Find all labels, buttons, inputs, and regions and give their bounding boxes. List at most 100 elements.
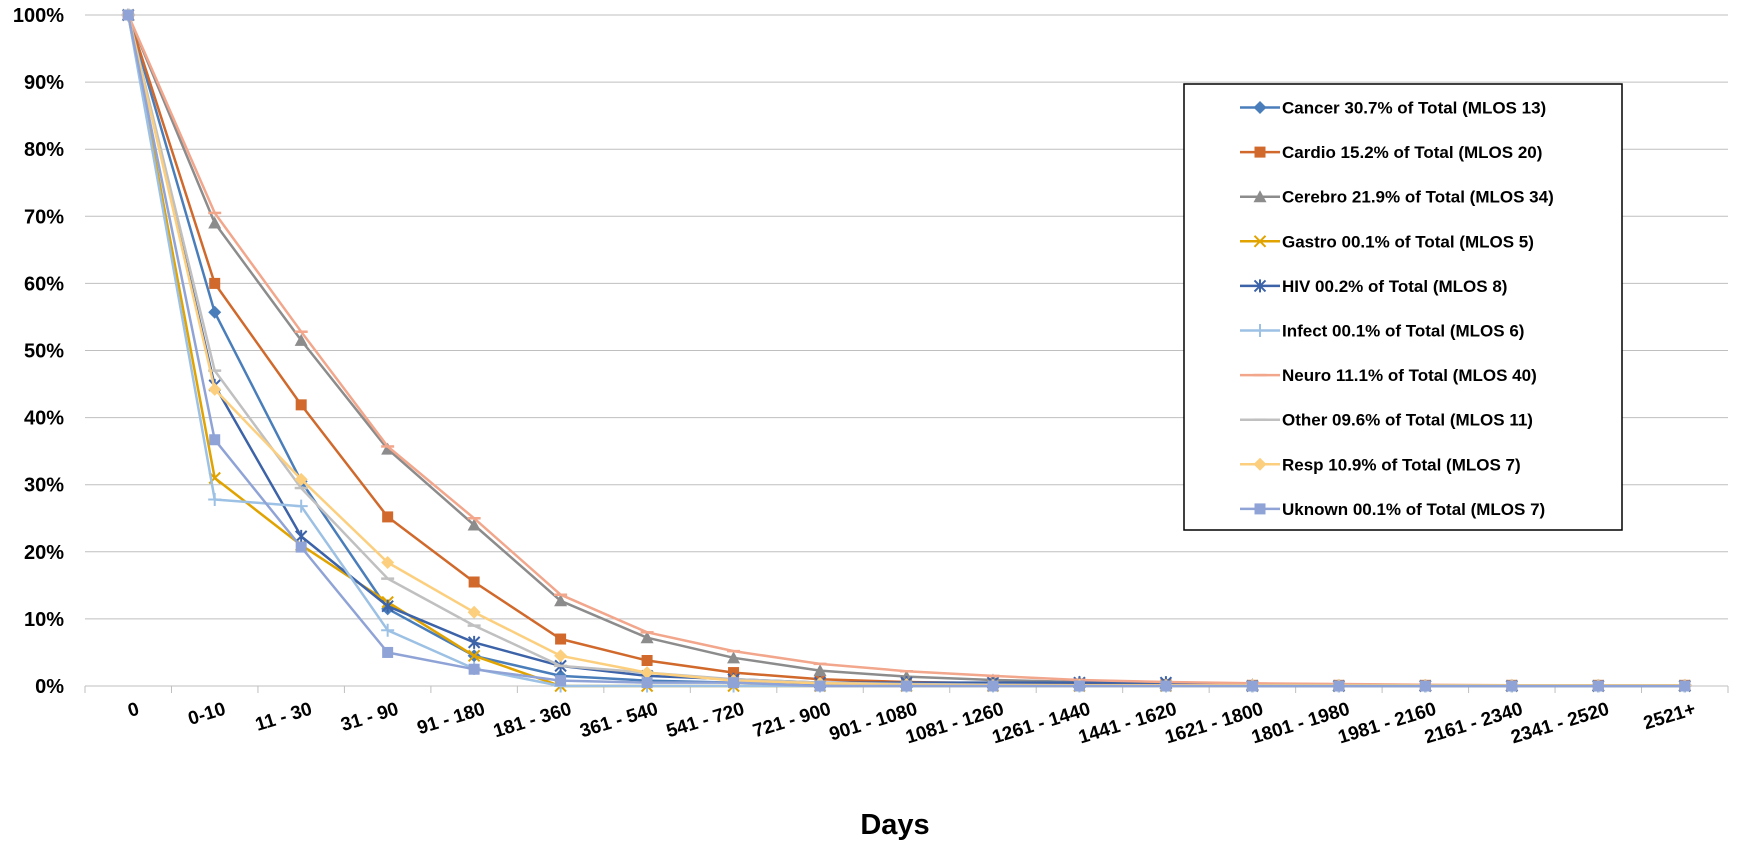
data-point	[1246, 680, 1258, 692]
data-point	[640, 666, 654, 680]
data-point	[555, 675, 567, 687]
data-point	[294, 333, 308, 346]
legend-item: Gastro 00.1% of Total (MLOS 5)	[1240, 232, 1534, 251]
data-point	[555, 633, 567, 645]
data-point	[295, 399, 307, 411]
legend-label: Neuro 11.1% of Total (MLOS 40)	[1282, 366, 1537, 385]
data-point	[467, 605, 481, 619]
data-point	[987, 680, 999, 692]
legend-label: Infect 00.1% of Total (MLOS 6)	[1282, 322, 1524, 341]
data-point	[1592, 680, 1604, 692]
data-point	[467, 635, 481, 649]
data-point	[382, 646, 394, 658]
data-point	[208, 305, 222, 319]
legend-item: Resp 10.9% of Total (MLOS 7)	[1240, 455, 1521, 474]
x-tick-label: 1981 - 2160	[1336, 699, 1439, 749]
data-point	[1253, 101, 1267, 114]
data-point	[1333, 680, 1345, 692]
data-point	[814, 680, 826, 692]
legend-item: Cancer 30.7% of Total (MLOS 13)	[1240, 99, 1546, 118]
data-point	[122, 9, 134, 21]
x-tick-label: 1801 - 1980	[1249, 699, 1352, 749]
x-tick-label: 2341 - 2520	[1509, 699, 1612, 749]
data-point	[208, 382, 222, 396]
x-tick-label: 1081 - 1260	[903, 699, 1006, 749]
legend: Cancer 30.7% of Total (MLOS 13) Cardio 15…	[1183, 83, 1623, 531]
x-tick-label: 11 - 30	[253, 699, 315, 736]
data-point	[1253, 190, 1267, 203]
data-point	[1073, 680, 1085, 692]
legend-box	[1183, 83, 1623, 531]
data-point	[467, 518, 481, 531]
data-point	[1679, 680, 1691, 692]
legend-item: Infect 00.1% of Total (MLOS 6)	[1240, 322, 1524, 341]
data-point	[382, 511, 394, 523]
data-point	[1253, 457, 1267, 471]
data-point	[813, 664, 827, 677]
data-point	[554, 594, 568, 607]
data-point	[208, 216, 222, 229]
legend-label: Uknown 00.1% of Total (MLOS 7)	[1282, 500, 1545, 519]
x-axis-title: Days	[860, 809, 929, 841]
data-point	[641, 655, 653, 667]
y-tick-label: 50%	[24, 341, 64, 363]
y-axis: 0% 10% 20% 30% 40% 50% 60% 70% 80% 90% 100%	[13, 5, 64, 698]
data-point	[1160, 680, 1172, 692]
data-point	[1253, 279, 1267, 293]
legend-label: Cancer 30.7% of Total (MLOS 13)	[1282, 99, 1546, 118]
legend-item: HIV 00.2% of Total (MLOS 8)	[1240, 277, 1507, 296]
data-point	[381, 599, 394, 613]
data-point	[641, 677, 653, 689]
legend-label: Resp 10.9% of Total (MLOS 7)	[1282, 455, 1521, 474]
y-tick-label: 100%	[13, 5, 64, 27]
data-point	[294, 529, 308, 543]
data-point	[1506, 680, 1518, 692]
legend-item: Cerebro 21.9% of Total (MLOS 34)	[1240, 188, 1554, 207]
data-point	[728, 667, 740, 679]
plot-area	[121, 8, 1692, 693]
data-point	[209, 277, 221, 289]
x-tick-label: 2161 - 2340	[1422, 699, 1525, 749]
x-tick-label: 91 - 180	[415, 699, 488, 739]
x-tick-label: 541 - 720	[664, 699, 747, 743]
legend-item: Other 09.6% of Total (MLOS 11)	[1240, 411, 1533, 430]
data-point	[1253, 235, 1267, 248]
x-tick-label: 181 - 360	[491, 699, 574, 743]
y-tick-label: 0%	[35, 676, 64, 698]
x-tick-label: 361 - 540	[578, 699, 661, 743]
x-tick-label: 31 - 90	[338, 699, 401, 736]
data-point	[294, 472, 308, 486]
legend-label: Cardio 15.2% of Total (MLOS 20)	[1282, 143, 1542, 162]
x-axis: 0 0-10 11 - 30 31 - 90 91 - 180 181 - 360 361 …	[84, 685, 1729, 749]
legend-item: Cardio 15.2% of Total (MLOS 20)	[1240, 143, 1542, 162]
data-point	[381, 442, 395, 455]
legend-label: Other 09.6% of Total (MLOS 11)	[1282, 411, 1533, 430]
data-point	[728, 677, 740, 689]
data-point	[295, 541, 307, 553]
data-point	[901, 680, 912, 692]
data-point	[1253, 324, 1267, 337]
data-point	[208, 492, 222, 506]
x-tick-label: 721 - 900	[751, 699, 834, 743]
legend-label: Cerebro 21.9% of Total (MLOS 34)	[1282, 188, 1554, 207]
data-point	[727, 651, 741, 664]
data-point	[467, 649, 481, 663]
y-tick-label: 80%	[24, 139, 64, 161]
data-point	[294, 499, 308, 513]
data-point	[1254, 146, 1266, 158]
data-point	[468, 663, 480, 675]
y-tick-label: 70%	[24, 206, 64, 228]
data-point	[468, 576, 480, 588]
y-tick-label: 20%	[24, 542, 64, 564]
series-10	[122, 9, 1691, 692]
y-tick-label: 10%	[24, 609, 64, 631]
y-tick-label: 30%	[24, 475, 64, 497]
data-point	[209, 434, 221, 446]
x-tick-label: 1621 - 1800	[1163, 699, 1266, 749]
data-point	[381, 623, 395, 637]
y-tick-label: 60%	[24, 273, 64, 295]
data-point	[554, 649, 568, 663]
y-tick-label: 90%	[24, 72, 64, 94]
legend-item: Uknown 00.1% of Total (MLOS 7)	[1240, 500, 1545, 519]
